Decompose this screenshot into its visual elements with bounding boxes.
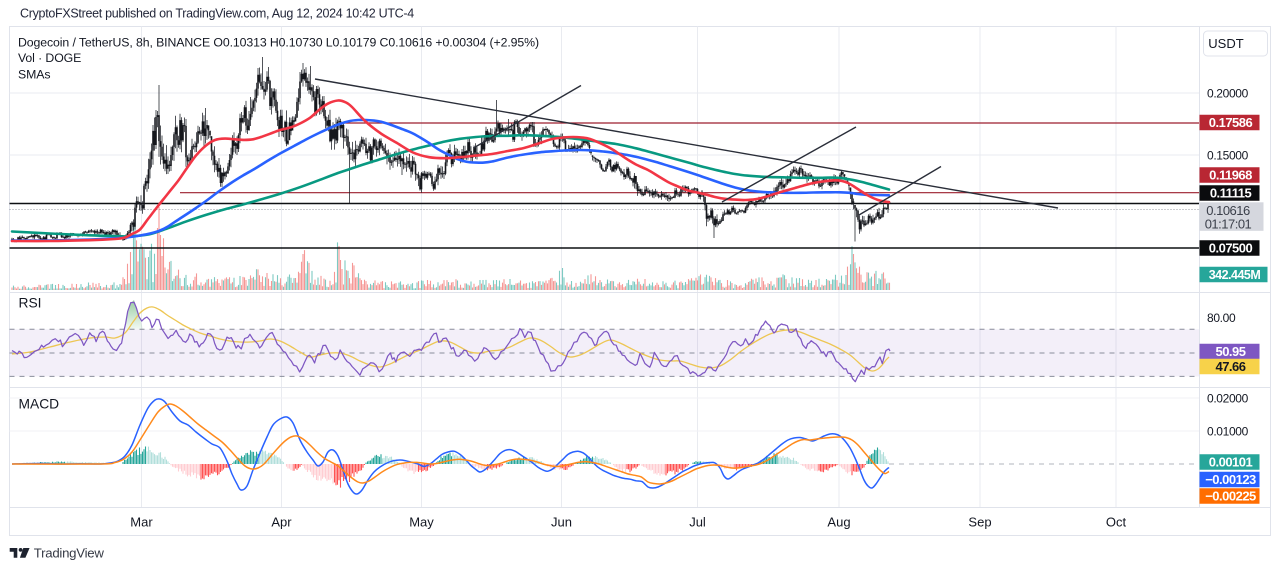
- svg-text:342.445M: 342.445M: [1209, 268, 1261, 282]
- svg-text:Apr: Apr: [271, 515, 292, 530]
- svg-text:RSI: RSI: [19, 296, 42, 311]
- svg-text:Mar: Mar: [130, 515, 153, 530]
- svg-text:Jul: Jul: [689, 515, 706, 530]
- svg-text:0.11115: 0.11115: [1210, 185, 1252, 200]
- svg-text:May: May: [409, 515, 434, 530]
- svg-text:TradingView: TradingView: [34, 546, 105, 561]
- svg-text:Vol · DOGE: Vol · DOGE: [18, 51, 81, 65]
- svg-text:Aug: Aug: [827, 515, 850, 530]
- svg-text:−0.00225: −0.00225: [1205, 488, 1256, 503]
- svg-text:Oct: Oct: [1106, 515, 1127, 530]
- svg-text:MACD: MACD: [19, 397, 60, 412]
- svg-text:CryptoFXStreet published on Tr: CryptoFXStreet published on TradingView.…: [20, 7, 414, 21]
- svg-text:50.95: 50.95: [1215, 344, 1245, 359]
- svg-text:80.00: 80.00: [1207, 311, 1236, 325]
- svg-text:−0.00123: −0.00123: [1205, 472, 1256, 487]
- svg-text:0.17586: 0.17586: [1209, 115, 1253, 130]
- svg-text:USDT: USDT: [1208, 36, 1243, 51]
- svg-text:0.00101: 0.00101: [1209, 454, 1253, 469]
- svg-text:SMAs: SMAs: [18, 68, 50, 82]
- svg-text:Jun: Jun: [551, 515, 572, 530]
- svg-text:Sep: Sep: [968, 515, 991, 530]
- svg-text:47.66: 47.66: [1215, 359, 1245, 374]
- svg-text:Dogecoin / TetherUS, 8h, BINAN: Dogecoin / TetherUS, 8h, BINANCE O0.1031…: [18, 36, 539, 50]
- svg-text:0.07500: 0.07500: [1209, 240, 1253, 255]
- svg-text:0.20000: 0.20000: [1207, 87, 1249, 101]
- svg-text:0.15000: 0.15000: [1207, 149, 1249, 163]
- svg-text:0.10616: 0.10616: [1206, 203, 1250, 218]
- svg-text:0.02000: 0.02000: [1207, 392, 1249, 406]
- svg-text:0.11968: 0.11968: [1209, 167, 1252, 182]
- svg-text:01:17:01: 01:17:01: [1205, 216, 1252, 231]
- svg-text:0.01000: 0.01000: [1207, 425, 1249, 439]
